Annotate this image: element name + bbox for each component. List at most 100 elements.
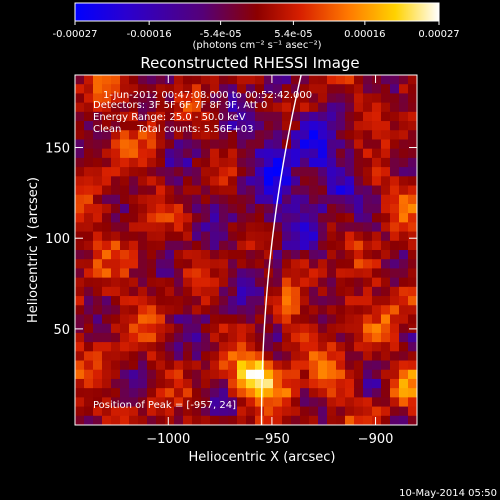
heatmap-cell xyxy=(138,406,148,417)
heatmap-cell xyxy=(246,194,256,205)
heatmap-cell xyxy=(408,388,417,398)
heatmap-cell xyxy=(228,148,238,159)
heatmap-cell xyxy=(174,397,184,407)
heatmap-cell xyxy=(183,84,193,94)
heatmap-cell xyxy=(228,415,238,425)
heatmap-cell xyxy=(210,296,220,306)
heatmap-cell xyxy=(165,296,175,306)
heatmap-cell xyxy=(129,111,139,122)
heatmap-cell xyxy=(255,130,265,140)
heatmap-cell xyxy=(147,75,157,85)
heatmap-cell xyxy=(399,323,409,334)
heatmap-cell xyxy=(228,176,238,186)
heatmap-cell xyxy=(372,203,382,214)
heatmap-cell xyxy=(246,157,256,168)
heatmap-cell xyxy=(183,185,193,196)
heatmap-cell xyxy=(399,369,409,380)
heatmap-cell xyxy=(165,148,175,159)
heatmap-cell xyxy=(201,369,211,380)
heatmap-cell xyxy=(183,194,193,205)
heatmap-cell xyxy=(291,148,301,159)
heatmap-cell xyxy=(201,277,211,288)
heatmap-cell xyxy=(93,388,103,398)
heatmap-cell xyxy=(399,111,409,122)
heatmap-cell xyxy=(255,378,265,389)
heatmap-cell xyxy=(183,213,193,223)
heatmap-cell xyxy=(228,75,238,85)
heatmap-cell xyxy=(201,268,211,279)
heatmap-cell xyxy=(300,314,310,325)
heatmap-cell xyxy=(363,406,373,417)
heatmap-cell xyxy=(390,268,400,279)
heatmap-cell xyxy=(165,203,175,214)
heatmap-cell xyxy=(291,351,301,361)
heatmap-cell xyxy=(75,111,85,122)
heatmap-cell xyxy=(336,157,346,168)
heatmap-cell xyxy=(210,360,220,371)
heatmap-cell xyxy=(309,240,319,251)
heatmap-cell xyxy=(336,286,346,297)
heatmap-cell xyxy=(219,185,229,196)
heatmap-cell xyxy=(192,222,202,232)
heatmap-cell xyxy=(264,277,274,288)
heatmap-cell xyxy=(255,121,265,131)
heatmap-cell xyxy=(246,139,256,150)
heatmap-cell xyxy=(75,314,85,325)
heatmap-cell xyxy=(291,176,301,186)
heatmap-cell xyxy=(282,305,292,315)
heatmap-cell xyxy=(345,194,355,205)
heatmap-cell xyxy=(318,185,328,196)
heatmap-cell xyxy=(138,314,148,325)
heatmap-cell xyxy=(93,75,103,85)
heatmap-cell xyxy=(264,369,274,380)
heatmap-cell xyxy=(192,213,202,223)
heatmap-cell xyxy=(273,93,283,104)
heatmap-cell xyxy=(183,75,193,85)
heatmap-cell xyxy=(201,111,211,122)
heatmap-cell xyxy=(219,415,229,425)
heatmap-cell xyxy=(111,222,121,232)
heatmap-cell xyxy=(120,203,130,214)
heatmap-cell xyxy=(381,102,391,113)
heatmap-cell xyxy=(300,130,310,140)
heatmap-cell xyxy=(363,397,373,407)
heatmap-cell xyxy=(183,167,193,177)
heatmap-cell xyxy=(282,397,292,407)
heatmap-cell xyxy=(318,213,328,223)
heatmap-cell xyxy=(111,305,121,315)
heatmap-cell xyxy=(354,111,364,122)
heatmap-cell xyxy=(228,93,238,104)
heatmap-cell xyxy=(147,360,157,371)
heatmap-cell xyxy=(228,130,238,140)
heatmap-cell xyxy=(228,194,238,205)
heatmap-cell xyxy=(354,342,364,352)
heatmap-cell xyxy=(210,167,220,177)
heatmap-cell xyxy=(228,111,238,122)
heatmap-cell xyxy=(363,314,373,325)
heatmap-cell xyxy=(210,305,220,315)
heatmap-cell xyxy=(156,167,166,177)
heatmap-cell xyxy=(192,259,202,269)
heatmap-cell xyxy=(129,369,139,380)
heatmap-cell xyxy=(246,185,256,196)
heatmap-cell xyxy=(408,296,417,306)
heatmap-cell xyxy=(318,139,328,150)
heatmap-cell xyxy=(255,185,265,196)
heatmap-cell xyxy=(345,240,355,251)
heatmap-cell xyxy=(237,240,247,251)
heatmap-cell xyxy=(363,305,373,315)
heatmap-cell xyxy=(75,406,85,417)
heatmap-cell xyxy=(201,84,211,94)
heatmap-cell xyxy=(147,148,157,159)
heatmap-cell xyxy=(129,139,139,150)
heatmap-cell xyxy=(318,203,328,214)
heatmap-cell xyxy=(147,332,157,343)
heatmap-cell xyxy=(138,139,148,150)
heatmap-cell xyxy=(327,231,337,242)
heatmap-cell xyxy=(102,268,112,279)
heatmap-cell xyxy=(246,286,256,297)
heatmap-cell xyxy=(138,203,148,214)
heatmap-cell xyxy=(327,75,337,85)
heatmap-cell xyxy=(111,176,121,186)
heatmap-cell xyxy=(165,240,175,251)
